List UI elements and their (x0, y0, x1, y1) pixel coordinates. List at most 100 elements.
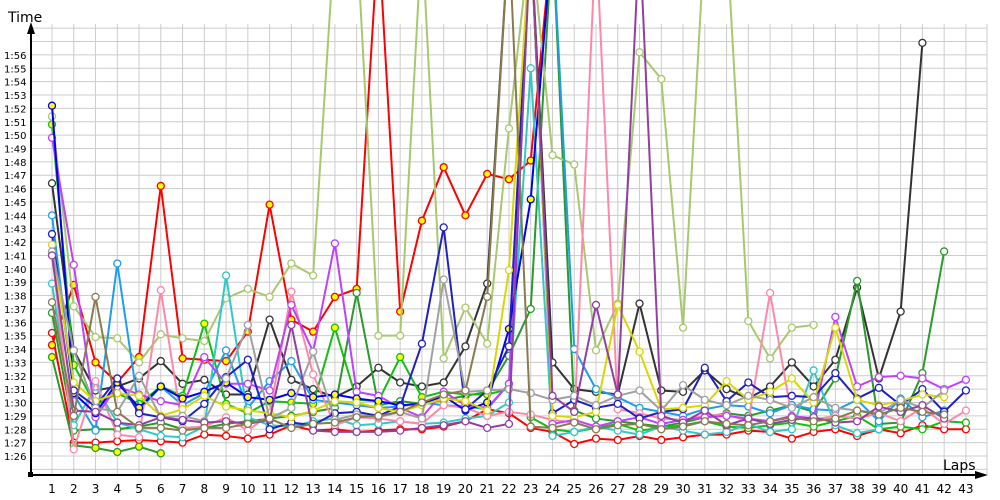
data-point (678, 323, 688, 332)
data-point (330, 397, 340, 406)
data-point (287, 300, 296, 310)
x-tick-label: 6 (157, 482, 165, 496)
data-point (243, 426, 252, 435)
data-point (570, 407, 579, 417)
data-point (221, 431, 231, 441)
x-tick-label: 4 (113, 482, 121, 496)
data-point (374, 397, 383, 406)
x-axis-label: Laps (943, 458, 976, 474)
data-point (896, 417, 905, 426)
data-point (678, 403, 688, 413)
data-point (287, 403, 296, 413)
data-point (243, 413, 252, 422)
y-tick-label: 1:30 (4, 399, 26, 410)
data-point (243, 355, 252, 364)
x-tick-label: 11 (262, 482, 277, 496)
data-point (613, 300, 622, 310)
data-point (91, 407, 100, 417)
data-point (178, 405, 187, 414)
data-point (809, 417, 818, 426)
x-tick-label: 18 (414, 482, 429, 496)
data-point (374, 363, 383, 372)
data-point (308, 384, 318, 394)
data-point (852, 406, 862, 415)
y-tick-label: 1:33 (4, 358, 26, 369)
data-point (787, 425, 796, 434)
data-point (156, 330, 165, 339)
x-tick-label: 21 (480, 482, 495, 496)
data-point (134, 433, 144, 442)
data-point (156, 413, 165, 422)
series-13 (47, 0, 549, 418)
data-point (330, 239, 340, 248)
data-point (200, 319, 209, 328)
data-point (221, 271, 231, 280)
data-point (831, 403, 840, 413)
x-tick-label: 33 (741, 482, 756, 496)
data-point (134, 371, 144, 380)
data-point (330, 323, 340, 332)
data-point (744, 391, 753, 400)
data-point (396, 426, 405, 435)
data-point (352, 387, 361, 396)
x-tick-label: 7 (179, 482, 187, 496)
data-point (113, 407, 122, 417)
x-tick-label: 40 (893, 482, 908, 496)
data-point (69, 411, 78, 421)
x-tick-label: 9 (222, 482, 230, 496)
data-point (200, 391, 209, 400)
data-point (178, 354, 187, 363)
data-point (504, 175, 514, 184)
data-point (265, 292, 274, 302)
data-point (374, 403, 383, 413)
data-point (483, 406, 492, 415)
x-tick-label: 2 (70, 482, 78, 496)
data-point (287, 375, 296, 384)
x-tick-label: 17 (393, 482, 408, 496)
data-point (657, 74, 666, 84)
data-point (874, 372, 884, 382)
data-point (918, 390, 927, 399)
data-point (504, 124, 514, 133)
data-point (918, 425, 927, 434)
data-point (635, 386, 644, 395)
y-tick-label: 1:32 (4, 372, 26, 383)
data-point (156, 356, 165, 366)
data-point (744, 378, 753, 387)
y-tick-label: 1:28 (4, 425, 26, 436)
data-point (678, 422, 688, 431)
data-point (417, 339, 427, 348)
data-point (330, 418, 340, 427)
data-point (178, 433, 187, 442)
data-point (69, 346, 78, 355)
data-point (722, 411, 731, 421)
data-point (461, 303, 470, 312)
data-point (396, 331, 405, 340)
x-axis-arrow-icon (975, 471, 988, 479)
data-point (156, 382, 165, 391)
data-point (417, 423, 427, 433)
series-group (47, 0, 971, 458)
data-point (417, 414, 427, 423)
x-tick-label: 14 (327, 482, 342, 496)
x-tick-label: 42 (937, 482, 952, 496)
data-point (374, 331, 383, 340)
data-point (635, 48, 644, 57)
data-point (591, 414, 601, 423)
data-point (700, 406, 709, 415)
x-tick-label: 35 (784, 482, 799, 496)
data-point (308, 419, 318, 429)
data-point (678, 433, 688, 442)
data-point (918, 401, 927, 410)
data-point (461, 342, 470, 351)
data-point (134, 423, 144, 433)
y-axis-arrow-icon (27, 22, 35, 34)
data-point (265, 414, 274, 423)
data-point (483, 386, 492, 395)
data-point (265, 315, 274, 324)
x-tick-label: 12 (284, 482, 299, 496)
data-point (765, 395, 775, 404)
data-point (265, 395, 274, 404)
data-point (700, 417, 709, 426)
